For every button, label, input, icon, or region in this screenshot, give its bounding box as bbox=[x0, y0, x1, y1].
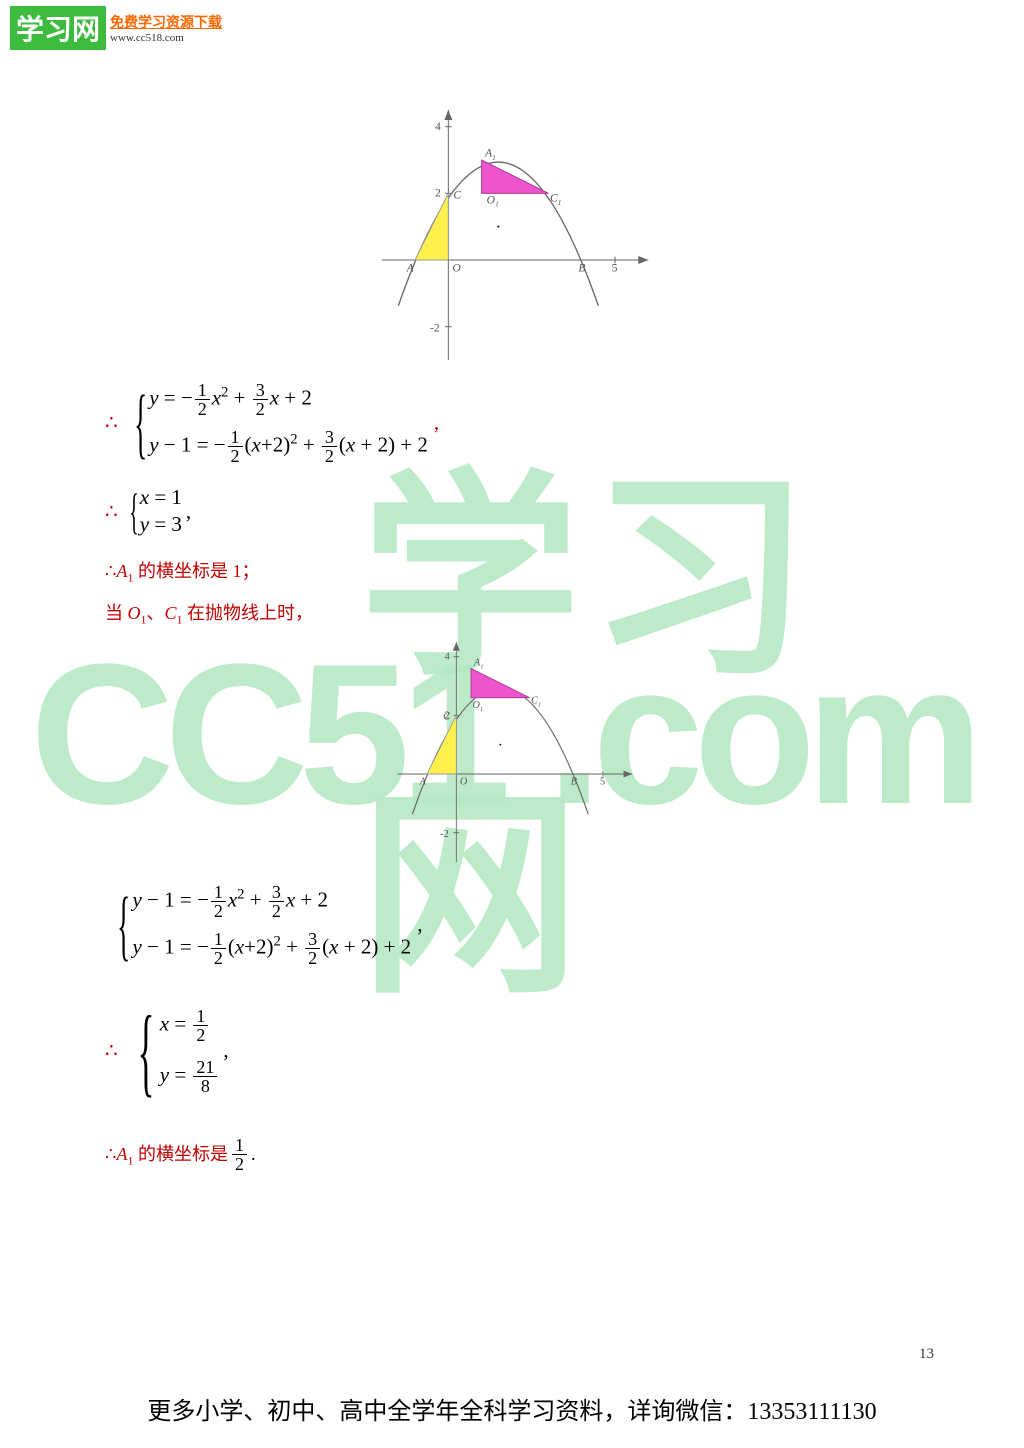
eq-line: y − 1 = −12(x+2)2 + 32(x + 2) + 2 bbox=[149, 428, 428, 465]
svg-text:A: A bbox=[406, 262, 415, 275]
svg-text:B: B bbox=[571, 776, 578, 787]
svg-text:C1: C1 bbox=[531, 696, 541, 709]
parabola-graph-1: A O C B 5 2 4 -2 A1 O1 C1 bbox=[350, 110, 680, 360]
conclusion-text-3: ∴A1 的横坐标是 12 . bbox=[105, 1136, 925, 1173]
logo-url: www.cc518.com bbox=[110, 32, 222, 44]
left-brace-icon: { bbox=[134, 380, 147, 466]
conclusion-fraction: 12 bbox=[232, 1136, 247, 1173]
svg-text:C1: C1 bbox=[550, 192, 561, 207]
comma: , bbox=[186, 500, 191, 523]
logo-text: 学习网 bbox=[10, 6, 106, 50]
svg-text:O1: O1 bbox=[487, 193, 499, 208]
svg-text:A1: A1 bbox=[484, 147, 496, 162]
eq-line: y = −12x2 + 32x + 2 bbox=[149, 381, 428, 418]
therefore-icon: ∴ bbox=[105, 410, 118, 435]
left-brace-icon: { bbox=[129, 484, 139, 539]
svg-text:5: 5 bbox=[612, 262, 618, 275]
left-brace-icon: { bbox=[117, 882, 130, 968]
eq-line: y − 1 = −12(x+2)2 + 32(x + 2) + 2 bbox=[132, 930, 411, 967]
svg-text:5: 5 bbox=[600, 776, 605, 787]
svg-text:2: 2 bbox=[445, 710, 450, 721]
left-brace-icon: { bbox=[137, 996, 154, 1106]
equation-system-2: { y − 1 = −12x2 + 32x + 2 y − 1 = −12(x+… bbox=[105, 882, 925, 968]
svg-text:O: O bbox=[452, 262, 461, 275]
system-lines: y = −12x2 + 32x + 2 y − 1 = −12(x+2)2 + … bbox=[149, 381, 428, 465]
therefore-icon: ∴ bbox=[105, 499, 118, 524]
svg-text:O1: O1 bbox=[472, 700, 483, 713]
therefore-icon: ∴ bbox=[105, 1038, 118, 1063]
period: . bbox=[251, 1144, 256, 1165]
footer-text: 更多小学、初中、高中全学年全科学习资料，详询微信：13353111130 bbox=[0, 1391, 1024, 1426]
system-lines: y − 1 = −12x2 + 32x + 2 y − 1 = −12(x+2)… bbox=[132, 883, 411, 967]
svg-text:4: 4 bbox=[445, 652, 450, 663]
case-text-2: 当 O1、C1 在抛物线上时， bbox=[105, 599, 925, 628]
svg-text:A: A bbox=[419, 776, 427, 787]
svg-text:B: B bbox=[578, 262, 585, 275]
sol-line: y = 218 bbox=[160, 1058, 220, 1095]
logo-tagline: 免费学习资源下载 bbox=[110, 12, 222, 32]
parabola-graph-2: A O C B 5 2 4 -2 A1 O1 C1 bbox=[365, 642, 665, 862]
logo-subtitle: 免费学习资源下载 www.cc518.com bbox=[110, 12, 222, 44]
svg-text:2: 2 bbox=[435, 187, 441, 200]
svg-text:-2: -2 bbox=[430, 322, 440, 335]
solution-system-1: ∴ { x = 1 y = 3 , bbox=[105, 484, 925, 539]
comma: , bbox=[417, 913, 422, 936]
comma: , bbox=[223, 1039, 228, 1062]
system-lines: x = 1 y = 3 bbox=[140, 486, 182, 536]
conclusion-prefix: ∴A1 的横坐标是 bbox=[105, 1140, 228, 1169]
comma: , bbox=[434, 411, 439, 434]
eq-line: y − 1 = −12x2 + 32x + 2 bbox=[132, 883, 411, 920]
svg-text:A1: A1 bbox=[473, 657, 483, 670]
sol-line: x = 12 bbox=[160, 1007, 220, 1044]
solution-system-2: ∴ { x = 12 y = 218 , bbox=[105, 996, 925, 1106]
sol-line: x = 1 bbox=[140, 486, 182, 509]
page-content: A O C B 5 2 4 -2 A1 O1 C1 ∴ { y = −12x2 … bbox=[105, 110, 925, 1187]
system-lines: x = 12 y = 218 bbox=[160, 1007, 220, 1095]
conclusion-text-1: ∴A1 的横坐标是 1； bbox=[105, 557, 925, 586]
equation-system-1: ∴ { y = −12x2 + 32x + 2 y − 1 = −12(x+2)… bbox=[105, 380, 925, 466]
svg-text:-2: -2 bbox=[440, 829, 449, 840]
svg-text:C: C bbox=[453, 188, 461, 201]
svg-text:O: O bbox=[460, 776, 468, 787]
page-number: 13 bbox=[919, 1346, 934, 1363]
svg-text:4: 4 bbox=[435, 120, 441, 133]
site-logo: 学习网 免费学习资源下载 www.cc518.com bbox=[10, 6, 222, 50]
sol-line: y = 3 bbox=[140, 513, 182, 536]
